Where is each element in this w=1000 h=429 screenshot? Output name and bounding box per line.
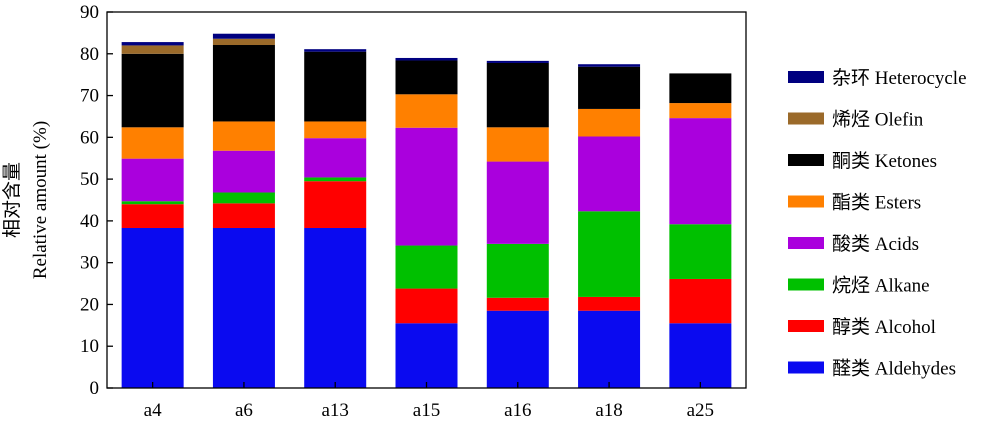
y-axis-label-cn: 相对含量 [1, 162, 23, 238]
bar-a4-series-3 [121, 158, 184, 202]
ticks-layer: 0 10 20 30 40 50 60 70 80 90 a4 a6 a13 a15 a16 a18 a25 [80, 2, 714, 421]
bar-a25-series-3 [669, 118, 732, 225]
bar-a16-series-5 [486, 62, 549, 128]
bar-a25-series-0 [669, 323, 732, 388]
bar-a6-series-5 [212, 45, 275, 122]
legend-label: 酸类 Acids [832, 233, 919, 255]
bar-a4-series-5 [121, 53, 184, 128]
bar-a4-series-7 [121, 42, 184, 46]
x-tick-label-a13: a13 [321, 400, 348, 421]
bar-a18-series-2 [578, 211, 641, 297]
bar-a15-series-7 [395, 57, 458, 61]
bar-a4-series-4 [121, 127, 184, 159]
bar-a18-series-3 [578, 136, 641, 212]
y-tick-label: 80 [80, 44, 99, 65]
bar-a6-series-3 [212, 150, 275, 193]
legend-label: 烯烃 Olefin [832, 109, 924, 131]
legend-swatch [788, 278, 824, 291]
bar-a13-series-2 [304, 177, 367, 182]
bar-a6-series-6 [212, 38, 275, 46]
legend-swatch [788, 112, 824, 125]
bar-a4-series-1 [121, 204, 184, 228]
bar-a16-series-1 [486, 297, 549, 311]
bar-a18-series-1 [578, 296, 641, 311]
bar-a13-series-5 [304, 51, 367, 122]
x-tick-label-a16: a16 [504, 400, 531, 421]
bar-a13-series-3 [304, 138, 367, 178]
bar-a15-series-1 [395, 288, 458, 324]
bar-a16-series-0 [486, 310, 549, 388]
x-tick-label-a18: a18 [595, 400, 622, 421]
bar-a25-series-1 [669, 278, 732, 324]
y-tick-label: 0 [90, 378, 100, 399]
x-tick-label-a15: a15 [413, 400, 440, 421]
y-tick-label: 60 [80, 127, 99, 148]
bar-a15-series-2 [395, 245, 458, 289]
y-axis-label-en: Relative amount (%) [30, 121, 51, 279]
y-tick-label: 20 [80, 294, 99, 315]
bar-a25-series-2 [669, 224, 732, 279]
bar-a13-series-1 [304, 181, 367, 228]
legend-swatch [788, 154, 824, 166]
x-tick-label-a6: a6 [235, 400, 253, 421]
legend-label: 杂环 Heterocycle [832, 67, 967, 89]
legend-label: 烷烃 Alkane [832, 275, 930, 297]
bar-a6-series-4 [212, 121, 275, 151]
legend-label: 醇类 Alcohol [832, 316, 936, 338]
legend-label: 醛类 Aldehydes [832, 358, 956, 380]
bar-a25-series-5 [669, 73, 732, 104]
y-tick-label: 50 [80, 169, 99, 190]
legend-swatch [788, 320, 824, 332]
bar-a6-series-7 [212, 33, 275, 39]
y-tick-label: 10 [80, 336, 99, 357]
bar-a15-series-0 [395, 323, 458, 388]
bar-a18-series-0 [578, 310, 641, 388]
bar-a15-series-4 [395, 94, 458, 128]
bar-a4-series-2 [121, 201, 184, 205]
bar-a15-series-5 [395, 60, 458, 95]
bar-a16-series-3 [486, 161, 549, 244]
bar-a15-series-3 [395, 127, 458, 246]
legend-label: 酮类 Ketones [832, 150, 937, 172]
bar-a6-series-1 [212, 203, 275, 228]
y-tick-label: 90 [80, 2, 99, 23]
bar-a18-series-7 [578, 64, 641, 67]
bar-a13-series-7 [304, 49, 367, 52]
bar-a18-series-5 [578, 66, 641, 109]
bar-a4-series-0 [121, 227, 184, 388]
bar-a25-series-4 [669, 103, 732, 119]
legend: 杂环 Heterocycle 烯烃 Olefin 酮类 Ketones 酯类 Este… [788, 67, 967, 380]
y-tick-label: 40 [80, 211, 99, 232]
bar-a13-series-0 [304, 227, 367, 388]
x-tick-label-a25: a25 [687, 400, 714, 421]
bar-a4-series-6 [121, 45, 184, 54]
y-axis-title: 相对含量 Relative amount (%) [1, 121, 51, 279]
bar-a16-series-7 [486, 60, 549, 63]
y-tick-label: 30 [80, 253, 99, 274]
bar-a18-series-4 [578, 108, 641, 137]
legend-label: 酯类 Esters [832, 192, 921, 214]
legend-swatch [788, 195, 824, 208]
legend-swatch [788, 361, 824, 374]
bar-a13-series-4 [304, 121, 367, 139]
y-tick-label: 70 [80, 86, 99, 107]
bar-a6-series-2 [212, 192, 275, 204]
legend-swatch [788, 237, 824, 249]
legend-swatch [788, 71, 824, 83]
bars-layer [121, 33, 732, 388]
x-tick-label-a4: a4 [144, 400, 162, 421]
bar-a6-series-0 [212, 227, 275, 388]
bar-a16-series-2 [486, 243, 549, 298]
bar-a16-series-4 [486, 127, 549, 162]
